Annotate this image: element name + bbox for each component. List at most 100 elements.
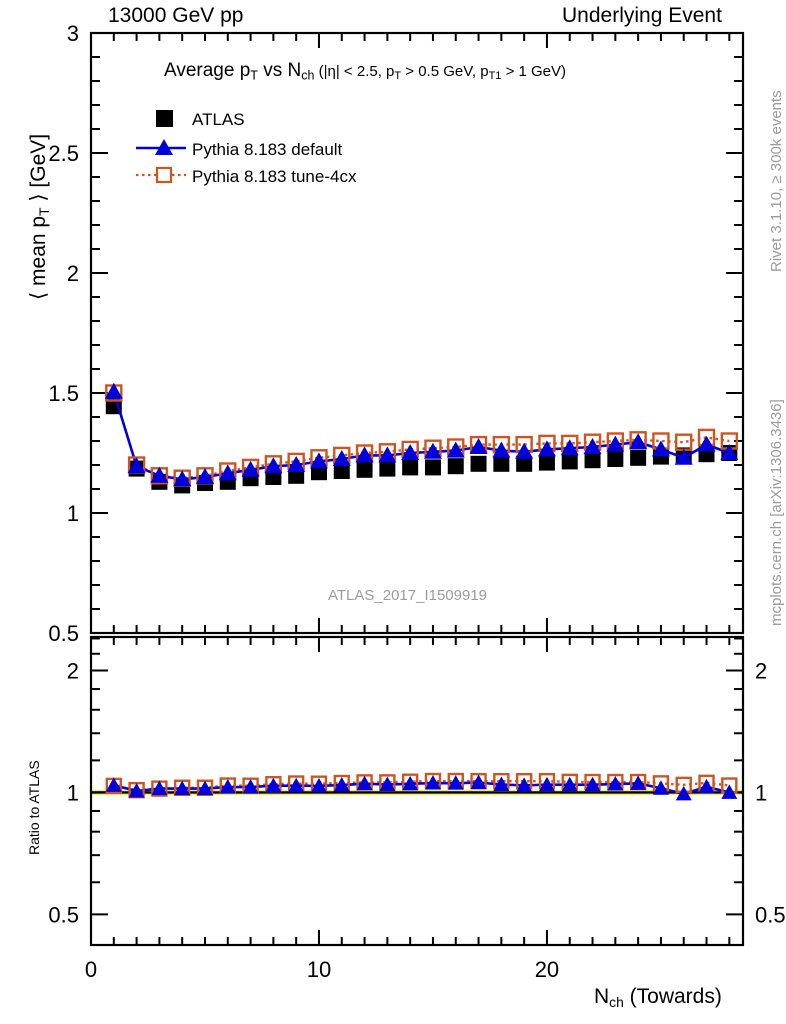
marker-filled-triangle-main — [606, 435, 625, 452]
marker-filled-triangle-ratio — [607, 776, 624, 791]
plot-title-sub-t1: T1 — [488, 70, 502, 83]
marker-filled-triangle-main — [423, 442, 442, 459]
y-tick-label-main: 3 — [67, 21, 79, 46]
plot-title-cuts-b: > 0.5 GeV, p — [401, 63, 489, 80]
y-axis-label-main-sub: T — [35, 207, 52, 216]
rivet-version-label: Rivet 3.1.10, ≥ 300k events — [768, 90, 785, 272]
category-label: Underlying Event — [562, 4, 722, 27]
x-axis-label-tail: (Towards) — [623, 985, 722, 1008]
x-axis-label: Nch (Towards) — [594, 985, 722, 1010]
legend-marker-atlas — [156, 110, 173, 127]
marker-filled-triangle-main — [401, 444, 420, 460]
beam-label: 13000 GeV pp — [108, 4, 244, 27]
marker-filled-triangle-ratio — [105, 777, 122, 792]
marker-filled-triangle-main — [104, 382, 123, 399]
marker-filled-triangle-main — [492, 441, 511, 458]
marker-filled-square-main — [607, 451, 624, 467]
plot-title: Average pT vs Nch (|η| < 2.5, pT > 0.5 G… — [164, 60, 566, 83]
legend-marker-tune4cx — [155, 166, 173, 184]
y-tick-label-main: 2 — [67, 261, 79, 286]
marker-filled-square-main — [538, 454, 555, 471]
marker-filled-triangle-ratio — [219, 779, 236, 794]
marker-filled-triangle-ratio — [356, 775, 373, 791]
marker-filled-triangle-main — [332, 450, 351, 466]
y-tick-label-ratio: 0.5 — [48, 902, 79, 927]
y-tick-label-main: 2.5 — [48, 141, 79, 166]
marker-filled-triangle-ratio — [151, 780, 168, 796]
marker-filled-triangle-main — [378, 446, 397, 463]
marker-filled-triangle-main — [195, 468, 214, 484]
marker-filled-square-main — [584, 452, 601, 469]
plot-title-sub-ch: ch — [301, 68, 315, 83]
plot-title-sub-t2: T — [394, 70, 402, 83]
marker-filled-triangle-main — [651, 440, 670, 457]
y-tick-label-ratio-right: 1 — [755, 780, 767, 805]
marker-filled-square-main — [447, 458, 464, 475]
marker-filled-square-main — [516, 455, 533, 472]
marker-filled-triangle-main — [264, 457, 283, 474]
marker-filled-triangle-ratio — [310, 777, 327, 793]
x-tick-label: 10 — [307, 957, 331, 982]
plot-title-cuts-c: > 1 GeV) — [501, 63, 567, 80]
marker-filled-triangle-main — [355, 446, 374, 463]
marker-filled-triangle-ratio — [675, 785, 692, 801]
marker-filled-square-main — [402, 459, 419, 476]
marker-filled-square-main — [470, 455, 487, 472]
marker-filled-triangle-ratio — [584, 776, 601, 792]
marker-filled-square-main — [333, 463, 350, 479]
plot-title-sub-t: T — [250, 68, 258, 83]
y-axis-label-main-tail: ⟩ [GeV] — [27, 133, 50, 208]
y-axis-label-ratio: Ratio to ATLAS — [26, 760, 42, 855]
marker-filled-triangle-main — [287, 456, 306, 472]
marker-filled-square-main — [561, 453, 578, 470]
marker-filled-triangle-ratio — [516, 777, 533, 792]
marker-filled-triangle-main — [446, 441, 465, 458]
marker-filled-square-main — [493, 455, 510, 472]
marker-filled-triangle-ratio — [265, 777, 282, 793]
mcplots-source-label: mcplots.cern.ch [arXiv:1306.3436] — [768, 399, 785, 626]
legend-label-atlas: ATLAS — [192, 110, 245, 129]
marker-filled-triangle-main — [241, 460, 260, 477]
marker-filled-triangle-main — [173, 470, 192, 487]
legend-marker-default — [155, 139, 173, 155]
marker-filled-triangle-main — [720, 444, 739, 460]
plot-title-main: Average p — [164, 60, 251, 81]
series-line-default-main — [112, 391, 730, 481]
x-tick-label: 0 — [85, 957, 97, 982]
marker-filled-triangle-main — [309, 452, 328, 469]
y-axis-label-main: ⟨ mean pT ⟩ [GeV] — [26, 134, 52, 300]
marker-filled-triangle-ratio — [538, 776, 555, 792]
marker-filled-triangle-ratio — [470, 774, 487, 790]
plot-title-vs: vs N — [257, 60, 302, 81]
marker-filled-triangle-main — [583, 438, 602, 454]
marker-filled-triangle-ratio — [630, 775, 647, 790]
legend-label-pythia-tune4cx: Pythia 8.183 tune-4cx — [192, 167, 357, 186]
y-tick-label-main: 0.5 — [48, 621, 79, 646]
marker-filled-triangle-main — [150, 466, 169, 483]
marker-filled-triangle-main — [629, 433, 648, 450]
x-axis-label-sub: ch — [609, 993, 624, 1010]
y-tick-label-ratio: 2 — [67, 659, 79, 684]
marker-filled-square-main — [356, 461, 373, 478]
y-tick-label-ratio: 1 — [67, 780, 79, 805]
marker-filled-triangle-ratio — [721, 784, 738, 799]
ratio-panel-frame — [89, 635, 745, 947]
marker-filled-triangle-main — [674, 448, 693, 465]
marker-filled-square-main — [379, 460, 396, 477]
analysis-watermark: ATLAS_2017_I1509919 — [328, 587, 488, 604]
marker-filled-triangle-ratio — [402, 775, 419, 791]
main-panel-frame — [89, 31, 745, 635]
marker-filled-triangle-main — [560, 439, 579, 456]
marker-filled-triangle-ratio — [128, 783, 145, 798]
series-line-tune4cx-main — [112, 392, 730, 480]
marker-filled-triangle-ratio — [447, 775, 464, 790]
series-line-default-ratio — [113, 781, 730, 796]
x-axis-label-text: N — [594, 985, 610, 1008]
marker-filled-square-main — [424, 459, 441, 476]
plot-title-cuts-a: (|η| < 2.5, p — [314, 63, 395, 80]
marker-filled-square-main — [630, 449, 647, 466]
y-tick-label-ratio-right: 0.5 — [755, 902, 786, 927]
marker-filled-triangle-ratio — [424, 775, 441, 790]
marker-filled-triangle-main — [218, 464, 237, 481]
